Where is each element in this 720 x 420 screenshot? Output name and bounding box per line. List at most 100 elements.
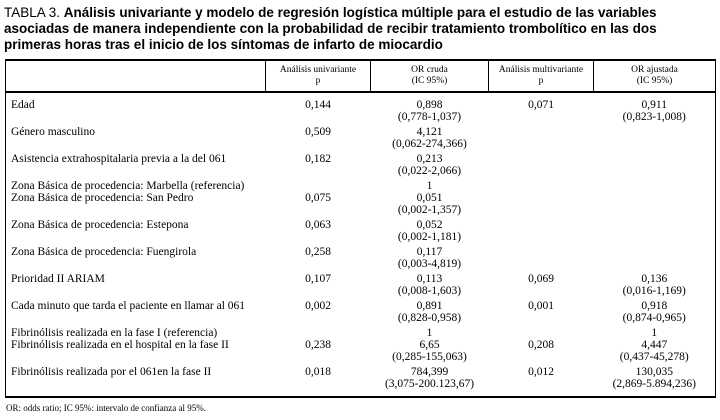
p-multivariate bbox=[489, 177, 594, 192]
or-adjusted-ci: (0,016-1,169) bbox=[622, 285, 686, 297]
p-multivariate: 0,001 bbox=[528, 300, 554, 312]
p-univariate: 0,182 bbox=[305, 153, 331, 165]
or-crude-ci: (0,003-4,819) bbox=[397, 258, 462, 270]
variable-label: Zona Básica de procedencia: San Pedro bbox=[11, 192, 194, 204]
variable-label: Zona Básica de procedencia: Marbella (re… bbox=[11, 180, 245, 192]
or-crude-ci: (0,008-1,603) bbox=[397, 285, 462, 297]
or-crude-cell: 0,113 (0,008-1,603) bbox=[371, 270, 489, 297]
or-crude-ci: (0,022-2,066) bbox=[397, 165, 462, 177]
or-adjusted-cell bbox=[594, 243, 716, 270]
or-adjusted-cell bbox=[594, 216, 716, 243]
header-or-adjusted: OR ajustada (IC 95%) bbox=[593, 59, 716, 93]
or-crude-cell: 4,121 (0,062-274,366) bbox=[371, 123, 489, 150]
or-adjusted-cell: 0,911 (0,823-1,008) bbox=[594, 92, 716, 123]
table-row: Género masculino 0,509 4,121 (0,062-274,… bbox=[6, 123, 716, 150]
or-adjusted-cell: 0,136 (0,016-1,169) bbox=[594, 270, 716, 297]
variable-label: Zona Básica de procedencia: Fuengirola bbox=[11, 246, 197, 258]
p-multivariate: 0,069 bbox=[528, 273, 554, 285]
variable-label: Edad bbox=[11, 99, 35, 111]
or-crude-cell: 1 bbox=[371, 177, 489, 192]
or-crude-value: 0,891 bbox=[416, 300, 443, 312]
variable-label: Fibrinólisis realizada en la fase I (ref… bbox=[11, 327, 218, 339]
table-row-reference: Zona Básica de procedencia: Marbella (re… bbox=[6, 177, 716, 192]
table-row-reference: Fibrinólisis realizada en la fase I (ref… bbox=[6, 324, 716, 339]
table-caption: Análisis univariante y modelo de regresi… bbox=[4, 5, 657, 52]
or-crude-ci: (0,002-1,357) bbox=[397, 204, 462, 216]
or-adjusted-value: 0,136 bbox=[641, 273, 668, 285]
or-adjusted-ci: (0,874-0,965) bbox=[622, 312, 686, 324]
or-adjusted-value: 0,918 bbox=[641, 300, 668, 312]
p-multivariate: 0,208 bbox=[528, 339, 554, 351]
p-multivariate bbox=[489, 123, 594, 150]
p-univariate: 0,075 bbox=[305, 192, 331, 204]
variable-label: Prioridad II ARIAM bbox=[11, 273, 105, 285]
p-univariate bbox=[266, 324, 371, 339]
or-crude-value: 0,051 bbox=[416, 192, 443, 204]
or-crude-cell: 1 bbox=[371, 324, 489, 339]
table-footnote: OR: odds ratio; IC 95%: intervalo de con… bbox=[6, 403, 206, 413]
header-multivariate-p-line2: p bbox=[538, 76, 544, 86]
p-univariate: 0,018 bbox=[305, 366, 331, 378]
header-multivariate-p: Análisis multivariante p bbox=[488, 59, 594, 93]
header-or-crude-line1: OR cruda bbox=[411, 65, 448, 75]
or-crude-value: 784,399 bbox=[410, 366, 449, 378]
table-row: Prioridad II ARIAM 0,107 0,113 (0,008-1,… bbox=[6, 270, 716, 297]
or-crude-ci: (0,062-274,366) bbox=[392, 138, 467, 150]
header-univariate-p: Análisis univariante p bbox=[265, 59, 371, 93]
header-multivariate-p-line1: Análisis multivariante bbox=[498, 65, 584, 75]
or-adjusted-cell: 0,918 (0,874-0,965) bbox=[594, 297, 716, 324]
or-crude-cell: 0,891 (0,828-0,958) bbox=[371, 297, 489, 324]
header-or-adjusted-line2: (IC 95%) bbox=[636, 76, 673, 86]
table-row: Cada minuto que tarda el paciente en lla… bbox=[6, 297, 716, 324]
p-univariate: 0,238 bbox=[305, 339, 331, 351]
or-adjusted-value: 0,911 bbox=[641, 99, 667, 111]
table-body: Edad 0,144 0,898 (0,778-1,037) 0,071 0,9… bbox=[6, 92, 716, 397]
or-adjusted-cell: 130,035 (2,869-5.894,236) bbox=[594, 363, 716, 397]
header-variable bbox=[5, 59, 266, 93]
results-table: Análisis univariante p OR cruda (IC 95%)… bbox=[5, 59, 716, 398]
table-row: Fibrinólisis realizada en el hospital en… bbox=[6, 339, 716, 363]
header-or-adjusted-line1: OR ajustada bbox=[631, 65, 678, 75]
or-crude-value: 1 bbox=[426, 180, 433, 192]
p-multivariate bbox=[489, 150, 594, 177]
or-crude-value: 0,052 bbox=[416, 219, 443, 231]
p-univariate: 0,002 bbox=[305, 300, 331, 312]
or-crude-cell: 0,051 (0,002-1,357) bbox=[371, 192, 489, 216]
header-univariate-p-line2: p bbox=[315, 76, 321, 86]
or-crude-value: 1 bbox=[426, 327, 433, 339]
or-adjusted-cell: 1 bbox=[594, 324, 716, 339]
table-row: Asistencia extrahospitalaria previa a la… bbox=[6, 150, 716, 177]
or-crude-value: 0,213 bbox=[416, 153, 443, 165]
variable-label: Asistencia extrahospitalaria previa a la… bbox=[11, 153, 227, 165]
table-row: Fibrinólisis realizada por el 061en la f… bbox=[6, 363, 716, 397]
or-crude-value: 6,65 bbox=[419, 339, 440, 351]
p-multivariate bbox=[489, 216, 594, 243]
or-crude-value: 0,113 bbox=[416, 273, 443, 285]
or-crude-ci: (3,075-200.123,67) bbox=[384, 378, 475, 390]
header-row: Análisis univariante p OR cruda (IC 95%)… bbox=[5, 59, 716, 93]
or-crude-cell: 784,399 (3,075-200.123,67) bbox=[371, 363, 489, 397]
or-adjusted-cell bbox=[594, 150, 716, 177]
or-crude-cell: 0,052 (0,002-1,181) bbox=[371, 216, 489, 243]
or-crude-ci: (0,828-0,958) bbox=[397, 312, 462, 324]
p-multivariate bbox=[489, 243, 594, 270]
or-adjusted-value: 1 bbox=[651, 327, 658, 339]
or-adjusted-cell bbox=[594, 192, 716, 216]
p-multivariate bbox=[489, 324, 594, 339]
table-row: Edad 0,144 0,898 (0,778-1,037) 0,071 0,9… bbox=[6, 92, 716, 123]
header-or-crude-line2: (IC 95%) bbox=[411, 76, 448, 86]
or-crude-value: 0,117 bbox=[416, 246, 443, 258]
p-univariate: 0,063 bbox=[305, 219, 331, 231]
or-crude-cell: 0,117 (0,003-4,819) bbox=[371, 243, 489, 270]
or-crude-value: 0,898 bbox=[416, 99, 443, 111]
or-adjusted-cell bbox=[594, 123, 716, 150]
or-adjusted-value: 4,447 bbox=[641, 339, 668, 351]
p-univariate: 0,107 bbox=[305, 273, 331, 285]
variable-label: Género masculino bbox=[11, 126, 95, 138]
table-row: Zona Básica de procedencia: San Pedro 0,… bbox=[6, 192, 716, 216]
table-row: Zona Básica de procedencia: Estepona 0,0… bbox=[6, 216, 716, 243]
variable-label: Fibrinólisis realizada en el hospital en… bbox=[11, 339, 229, 351]
p-multivariate: 0,071 bbox=[528, 99, 554, 111]
or-crude-ci: (0,002-1,181) bbox=[397, 231, 462, 243]
